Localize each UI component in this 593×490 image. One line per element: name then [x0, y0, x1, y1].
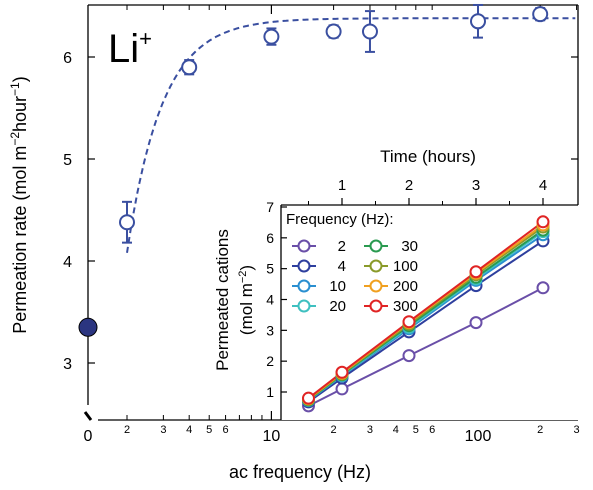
- x-minor-tick-label: 2: [331, 424, 337, 436]
- inset-series-point: [536, 281, 550, 295]
- y-tick-label: 6: [63, 50, 72, 67]
- inset-y-axis-label-sup: −2: [237, 271, 249, 284]
- axis-break-mark: [83, 411, 93, 421]
- inset-series-point: [536, 215, 550, 229]
- x-axis-label: ac frequency (Hz): [229, 462, 371, 482]
- inset-series-point: [335, 382, 349, 396]
- inset-series-point: [469, 265, 483, 279]
- inset-series-point: [402, 349, 416, 363]
- x-minor-tick-label: 4: [393, 424, 399, 436]
- legend-swatch-marker: [297, 299, 311, 313]
- inset-y-axis-label-end: ): [237, 265, 256, 271]
- inset-series-point: [402, 315, 416, 329]
- data-point: [361, 23, 378, 40]
- legend-swatch-marker: [369, 279, 383, 293]
- y-axis-label-end: ): [10, 76, 30, 82]
- legend-label: 10: [329, 278, 346, 295]
- x-major-tick-label: 100: [465, 428, 492, 445]
- inset-y-tick-label: 3: [266, 322, 274, 338]
- y-tick-label: 4: [63, 254, 72, 271]
- x-minor-tick-label: 6: [223, 424, 229, 436]
- legend-swatch-marker: [297, 279, 311, 293]
- chart-title-base: Li: [108, 27, 139, 71]
- legend-label: 2: [338, 238, 346, 255]
- data-point: [119, 214, 135, 231]
- data-point: [263, 28, 280, 45]
- legend-swatch-marker: [297, 259, 311, 273]
- legend-swatch-marker: [369, 259, 383, 273]
- legend-label: 30: [401, 238, 418, 255]
- chart-title: Li+: [108, 26, 152, 71]
- legend-label: 200: [393, 278, 418, 295]
- inset-series-point: [469, 316, 483, 330]
- x-minor-tick-label: 2: [124, 424, 130, 436]
- x-minor-tick-label: 2: [537, 424, 543, 436]
- data-point: [181, 59, 198, 76]
- y-tick-label: 3: [63, 356, 72, 373]
- legend-label: 4: [338, 258, 346, 275]
- inset-x-tick-label: 2: [405, 177, 413, 194]
- x-minor-tick-label: 3: [367, 424, 373, 436]
- legend-label: 100: [393, 258, 418, 275]
- x-zero-label: 0: [84, 428, 93, 445]
- y-axis-label-sup: −2: [8, 132, 22, 146]
- x-minor-tick-label: 4: [186, 424, 192, 436]
- data-point-zero-frequency: [78, 317, 98, 337]
- inset-series-point: [302, 391, 315, 405]
- legend-swatch-marker: [369, 239, 383, 253]
- inset-y-tick-label: 6: [266, 230, 274, 246]
- legend-swatch-marker: [297, 239, 311, 253]
- inset-y-axis-label-line1: Permeated cations: [213, 229, 232, 371]
- legend-label: 300: [393, 298, 418, 315]
- inset-x-axis-label: Time (hours): [380, 147, 476, 166]
- x-minor-tick-label: 3: [574, 424, 580, 436]
- inset-y-tick-label: 4: [266, 292, 274, 308]
- x-minor-tick-label: 6: [429, 424, 435, 436]
- inset-y-tick-label: 2: [266, 353, 274, 369]
- legend-label: 20: [329, 298, 346, 315]
- y-tick-label: 5: [63, 152, 72, 169]
- x-minor-tick-label: 5: [206, 424, 212, 436]
- legend-title: Frequency (Hz):: [286, 211, 394, 228]
- inset-x-tick-label: 4: [539, 177, 547, 194]
- inset-x-tick-label: 1: [338, 177, 346, 194]
- inset-y-axis-label-main: (mol m: [237, 283, 256, 335]
- inset-y-axis-label-line2: (mol m−2): [237, 265, 256, 335]
- data-point: [470, 13, 486, 30]
- inset-y-tick-label: 1: [266, 384, 274, 400]
- data-point: [532, 6, 549, 23]
- inset-x-tick-label: 3: [472, 177, 480, 194]
- x-minor-tick-label: 5: [413, 424, 419, 436]
- data-point: [325, 23, 342, 40]
- fit-curve: [126, 17, 576, 253]
- y-axis-label-main: Permeation rate (mol m: [10, 146, 30, 334]
- legend-swatch-marker: [369, 299, 383, 313]
- y-axis-label-mid: hour: [10, 96, 30, 132]
- inset-series-point: [335, 365, 349, 379]
- x-major-tick-label: 10: [263, 428, 281, 445]
- x-minor-tick-label: 3: [160, 424, 166, 436]
- inset-y-tick-label: 5: [266, 261, 274, 277]
- chart-title-sup: +: [139, 26, 152, 51]
- inset-y-tick-label: 7: [266, 199, 274, 215]
- y-axis-label-sup: −1: [8, 82, 22, 96]
- y-axis-label: Permeation rate (mol m−2hour−1): [8, 76, 30, 333]
